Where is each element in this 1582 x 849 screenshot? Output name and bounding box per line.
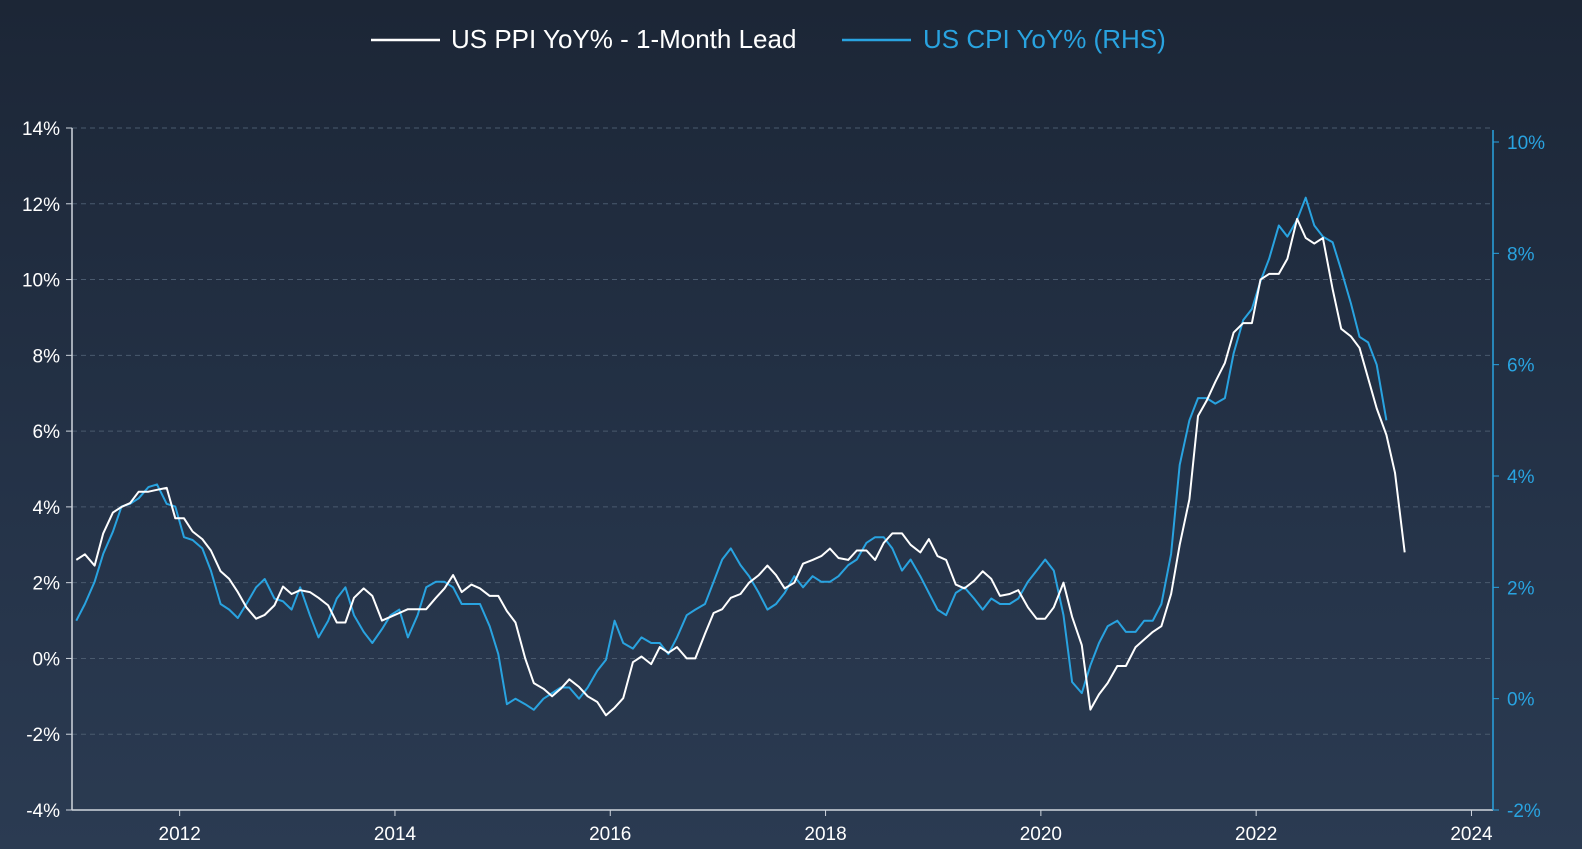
y-left-tick-label: 14% (22, 119, 60, 140)
y-left-tick-label: 2% (33, 574, 61, 595)
x-tick-label: 2024 (1450, 824, 1493, 845)
y-left-tick-label: 0% (33, 649, 61, 670)
y-left-tick-label: 6% (33, 422, 61, 443)
legend-label-cpi: US CPI YoY% (RHS) (923, 24, 1166, 54)
y-left-tick-label: -2% (26, 725, 60, 746)
axes (66, 127, 1499, 816)
tick-labels: -4% -2% 0% 2% 4% 6% 8% 10% 12% 14% -2% 0% 2% 4% 6% 8% 10… (22, 119, 1545, 845)
y-left-tick-label: 4% (33, 498, 61, 519)
gridlines (72, 127, 1493, 811)
y-right-tick-label: 0% (1507, 690, 1535, 711)
y-right-tick-label: 8% (1507, 244, 1535, 265)
series-line-cpi (75, 196, 1388, 711)
x-tick-label: 2016 (589, 824, 631, 845)
y-left-tick-label: 10% (22, 271, 60, 292)
series-line-ppi (75, 217, 1406, 717)
y-left-tick-label: 12% (22, 195, 60, 216)
y-left-tick-label: -4% (26, 801, 60, 822)
legend: US PPI YoY% - 1-Month Lead US CPI YoY% (… (371, 24, 1166, 54)
y-right-tick-label: 10% (1507, 133, 1545, 154)
x-tick-label: 2014 (374, 824, 417, 845)
y-right-tick-label: -2% (1507, 801, 1541, 822)
x-tick-label: 2018 (804, 824, 846, 845)
x-tick-label: 2022 (1235, 824, 1277, 845)
x-tick-label: 2012 (159, 824, 201, 845)
legend-label-ppi: US PPI YoY% - 1-Month Lead (451, 24, 796, 54)
x-tick-label: 2020 (1020, 824, 1062, 845)
y-right-tick-label: 4% (1507, 467, 1535, 488)
y-left-tick-label: 8% (33, 346, 61, 367)
y-right-tick-label: 6% (1507, 356, 1535, 377)
y-right-tick-label: 2% (1507, 578, 1535, 599)
series-lines (75, 196, 1406, 717)
